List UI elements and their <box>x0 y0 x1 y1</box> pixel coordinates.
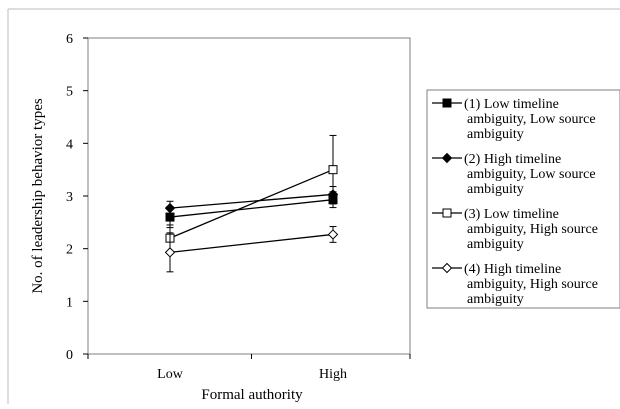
legend-label: ambiguity <box>467 182 524 197</box>
legend-label: ambiguity, High source <box>467 277 598 292</box>
series-4 <box>164 226 339 273</box>
y-tick-label: 4 <box>66 137 73 152</box>
legend-marker <box>442 208 452 218</box>
legend-label: ambiguity <box>467 127 524 142</box>
legend-label: (1) Low timeline <box>464 97 559 112</box>
legend-marker <box>442 98 452 108</box>
y-tick-label: 1 <box>66 295 73 310</box>
y-tick-label: 5 <box>66 85 73 100</box>
y-axis-title: No. of leadership behavior types <box>30 98 46 294</box>
y-tick-label: 2 <box>66 243 73 258</box>
series-line <box>169 199 334 218</box>
series-line <box>169 193 334 209</box>
series-2 <box>164 186 339 216</box>
x-tick-label: High <box>319 367 347 382</box>
x-tick-label: Low <box>157 367 184 382</box>
series-3 <box>165 134 338 252</box>
series-line <box>169 169 334 239</box>
legend-box <box>426 89 620 309</box>
x-axis-title: Formal authority <box>201 387 303 403</box>
legend-label: ambiguity, Low source <box>467 112 596 127</box>
legend-marker <box>441 152 453 164</box>
y-tick-label: 0 <box>66 348 73 363</box>
y-axis: 0 1 2 3 4 5 6 <box>66 32 88 363</box>
legend-label: ambiguity <box>467 237 524 252</box>
data-point <box>164 202 176 214</box>
data-point <box>328 165 338 175</box>
legend-label: (2) High timeline <box>464 152 561 167</box>
legend-label: ambiguity, High source <box>467 222 598 237</box>
legend-label: ambiguity <box>467 292 524 307</box>
legend-marker <box>441 262 453 274</box>
y-tick-label: 3 <box>66 190 73 205</box>
series-line <box>169 233 334 253</box>
x-axis: Low High <box>87 354 411 382</box>
legend-label: (3) Low timeline <box>464 207 559 222</box>
series-layer <box>164 134 339 273</box>
legend-label: ambiguity, Low source <box>467 167 596 182</box>
y-tick-label: 6 <box>66 32 73 47</box>
data-point <box>164 247 176 258</box>
data-point <box>327 229 339 240</box>
legend-label: (4) High timeline <box>464 262 561 277</box>
